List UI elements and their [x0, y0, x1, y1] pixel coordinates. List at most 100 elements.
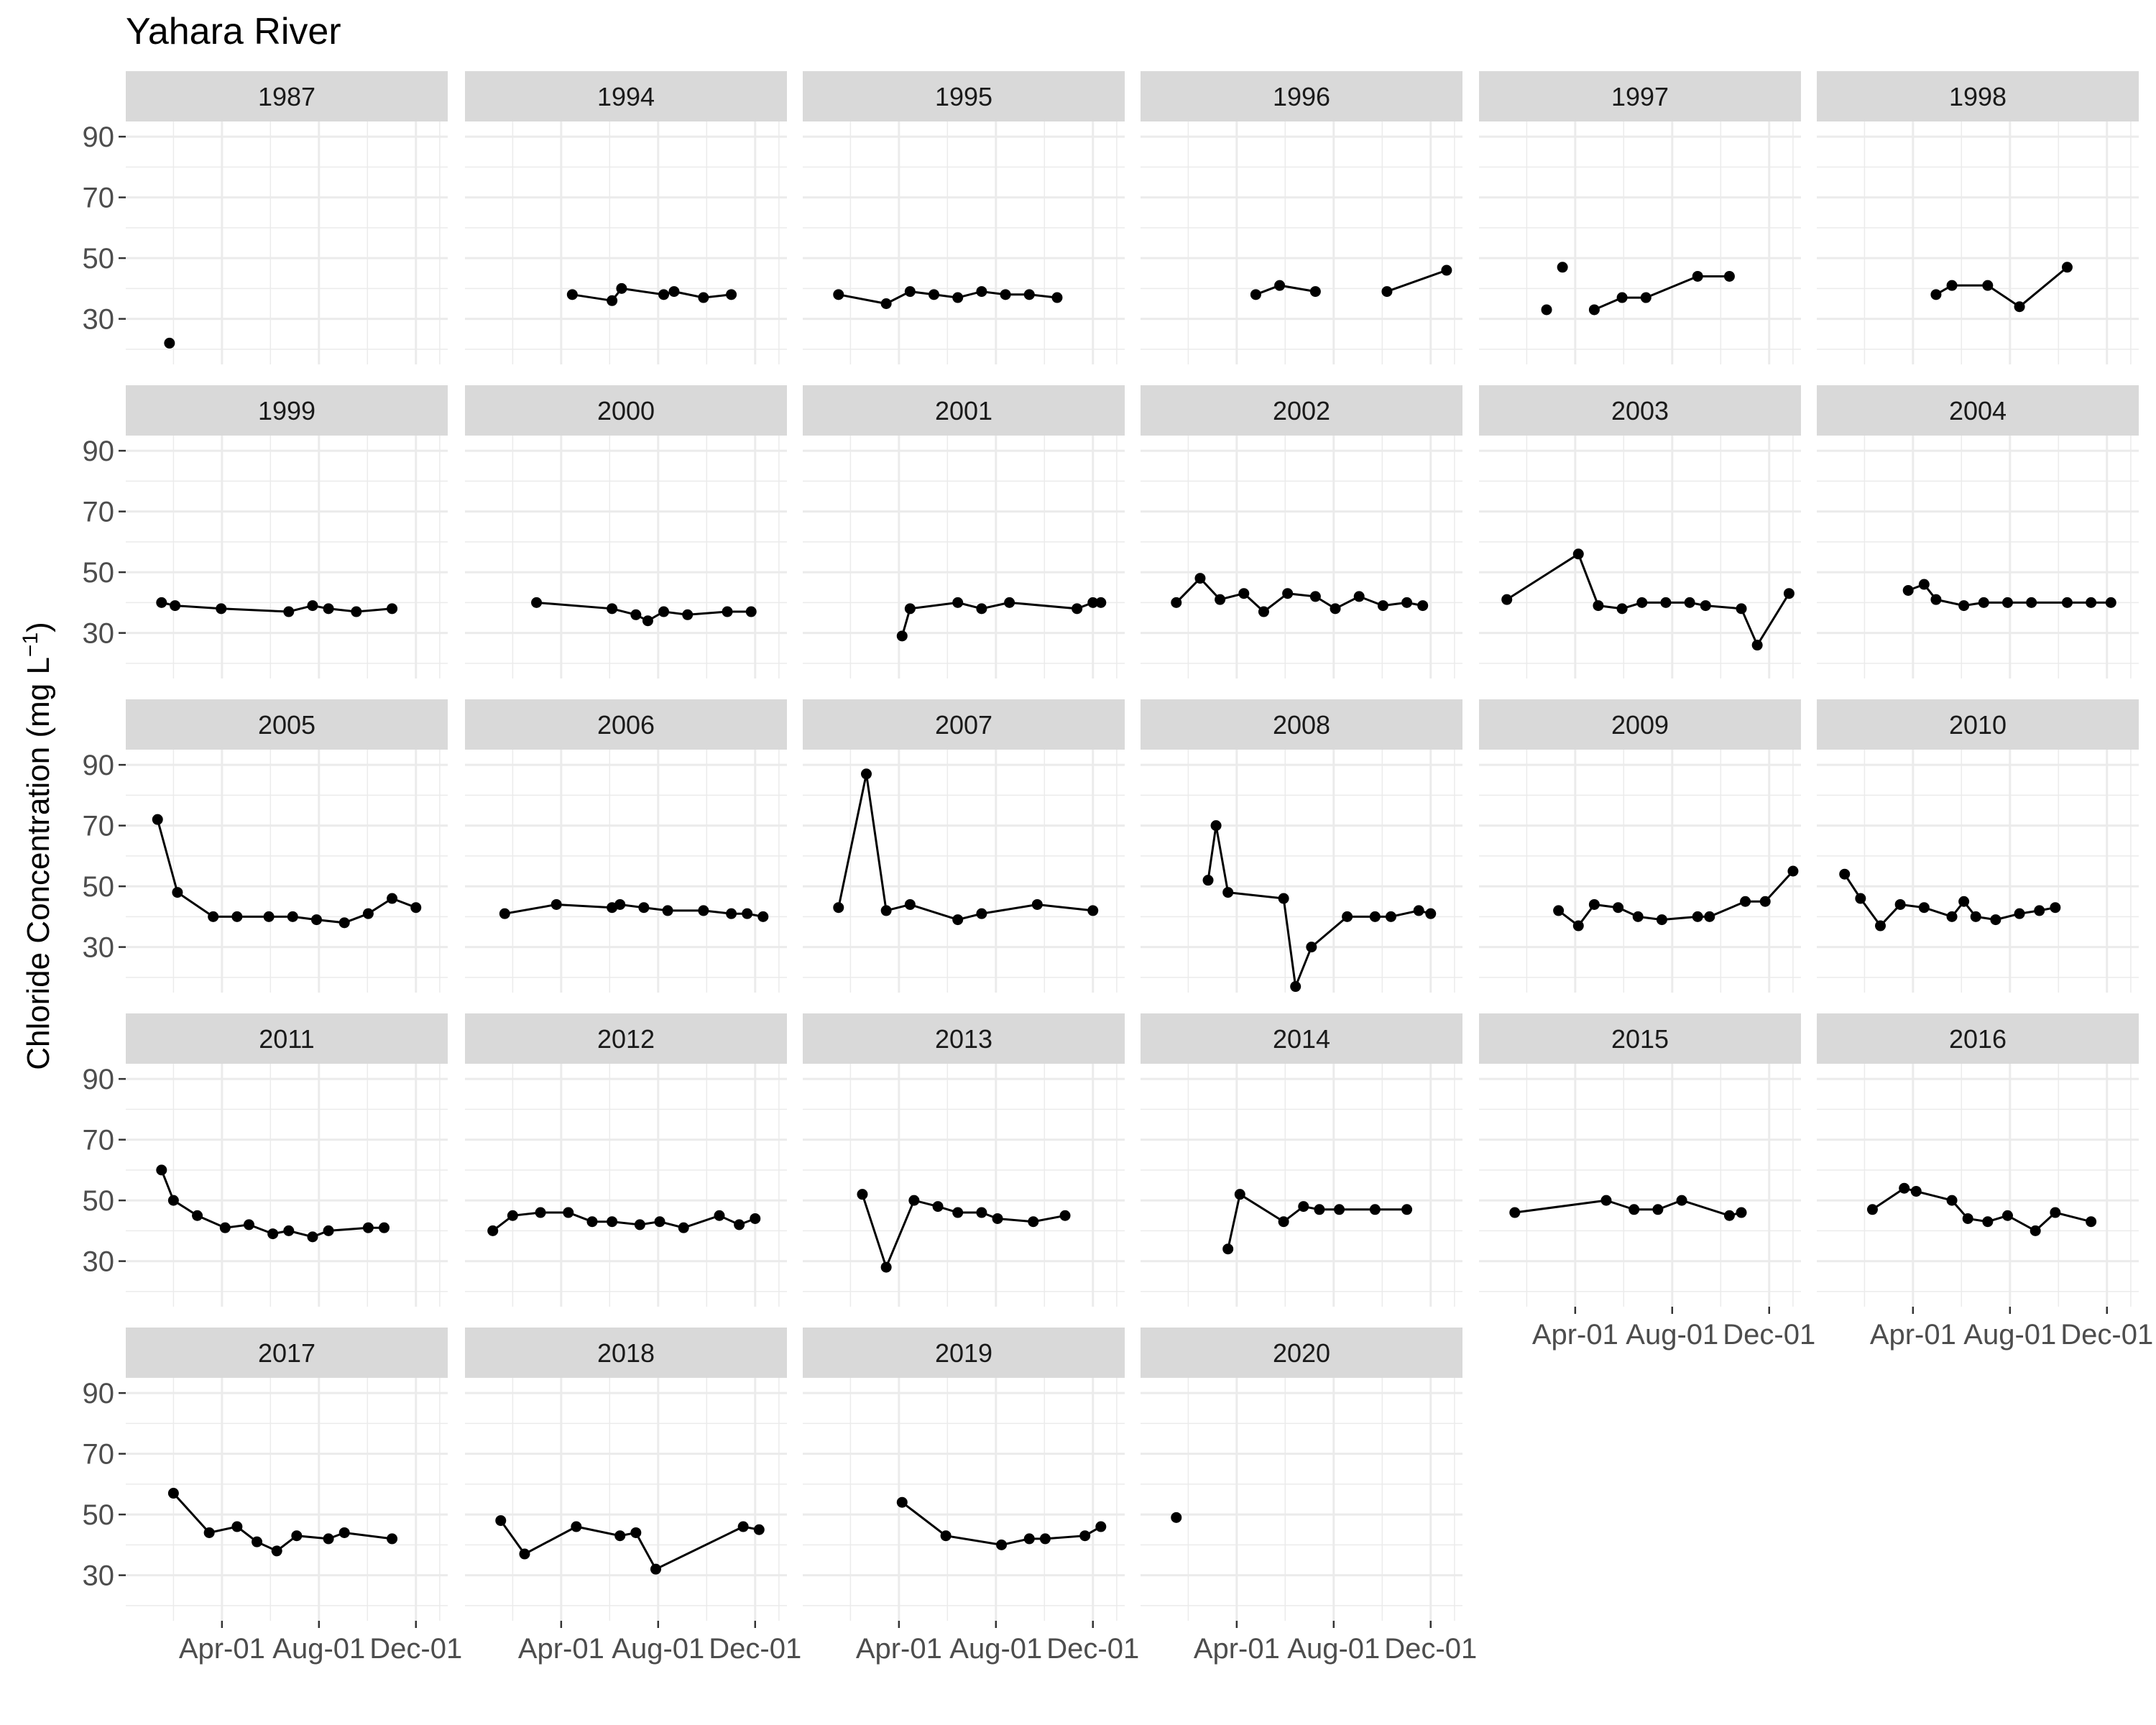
data-point: [904, 286, 916, 298]
data-point: [607, 295, 618, 306]
panel-grid: [1141, 750, 1462, 993]
data-point: [167, 1195, 179, 1206]
series-line: [1386, 269, 1447, 293]
data-point: [726, 908, 737, 919]
data-point: [1171, 1512, 1182, 1523]
y-tick-label: 50: [83, 871, 115, 903]
facet-panel-2000: 2000: [465, 385, 787, 678]
data-point: [310, 914, 322, 926]
data-point: [742, 908, 753, 919]
data-point: [387, 603, 398, 615]
data-point: [2001, 597, 2013, 608]
data-point: [1636, 597, 1648, 608]
panel-grid: [803, 750, 1125, 993]
data-point: [668, 286, 680, 298]
data-point: [1918, 579, 1930, 590]
data-point: [1588, 304, 1600, 316]
data-point: [252, 1536, 263, 1547]
series-line: [837, 773, 1093, 921]
data-point: [1059, 1210, 1071, 1221]
facet-strip-label: 1994: [597, 82, 655, 111]
data-point: [1215, 594, 1226, 605]
data-point: [1723, 1210, 1735, 1221]
data-point: [1759, 896, 1771, 907]
data-point: [323, 1225, 334, 1236]
data-point: [287, 911, 298, 922]
data-point: [678, 1222, 689, 1233]
facet-strip-label: 1987: [258, 82, 315, 111]
y-axis-label-close: ): [21, 622, 56, 632]
facet-panel-1987: 1987: [126, 71, 448, 364]
data-point: [507, 1210, 518, 1221]
data-point: [750, 1213, 761, 1224]
panel-grid: [465, 436, 787, 678]
facet-strip-label: 2015: [1611, 1024, 1669, 1054]
facet-panel-2004: 2004: [1817, 385, 2139, 678]
data-point: [833, 289, 844, 300]
facet-strip-label: 2017: [258, 1338, 315, 1368]
x-tick-label: Aug-01: [272, 1633, 365, 1665]
facet-panel-2005: 2005: [126, 699, 448, 993]
data-point: [1369, 1204, 1381, 1215]
data-point: [152, 814, 163, 825]
data-point: [2086, 1216, 2097, 1228]
data-point: [1899, 1182, 1910, 1194]
y-tick-label: 30: [83, 932, 115, 964]
data-point: [1250, 289, 1261, 300]
data-point: [495, 1515, 507, 1527]
data-point: [698, 905, 709, 916]
facet-strip: [1817, 699, 2139, 750]
data-point: [1736, 603, 1747, 615]
data-point: [1656, 914, 1667, 926]
data-point: [1962, 1213, 1973, 1224]
data-point: [880, 298, 892, 309]
data-point: [1234, 1189, 1245, 1200]
data-point: [566, 289, 578, 300]
data-point: [976, 286, 987, 298]
panel-grid: [1141, 121, 1462, 364]
x-tick-label: Apr-01: [1870, 1319, 1956, 1351]
data-point: [1541, 304, 1552, 316]
data-point: [1704, 911, 1715, 922]
data-point: [1736, 1207, 1747, 1218]
data-point: [1413, 905, 1424, 916]
panel-grid: [803, 436, 1125, 678]
series-line: [1506, 552, 1790, 648]
panel-grid: [803, 121, 1125, 364]
data-point: [267, 1228, 279, 1240]
series-line: [1907, 583, 2111, 607]
x-tick-label: Dec-01: [1384, 1633, 1477, 1665]
data-point: [1553, 905, 1565, 916]
data-point: [1401, 1204, 1413, 1215]
y-tick-label: 70: [83, 811, 115, 842]
data-point: [952, 914, 964, 926]
facet-panel-2010: 2010: [1817, 699, 2139, 993]
facet-strip: [126, 71, 448, 121]
data-point: [1723, 270, 1735, 282]
data-point: [2050, 1207, 2061, 1218]
data-point: [904, 603, 916, 615]
data-point: [1684, 597, 1695, 608]
series-line: [1514, 1199, 1742, 1217]
data-point: [219, 1222, 231, 1233]
data-point: [908, 1195, 920, 1206]
data-point: [1902, 584, 1914, 596]
data-point: [563, 1207, 574, 1218]
facet-panel-2003: 2003: [1479, 385, 1801, 678]
facet-strip: [1141, 71, 1462, 121]
panel-grid: [1479, 436, 1801, 678]
data-point: [1290, 981, 1302, 993]
data-point: [1990, 914, 2001, 926]
facet-strip-label: 2018: [597, 1338, 655, 1368]
data-point: [658, 289, 670, 300]
panels-layer: 1987 1994 1995 1996 1997 1998 1999 2000 2001 2002…: [126, 71, 2139, 1621]
data-point: [1353, 591, 1365, 602]
data-point: [586, 1216, 598, 1228]
y-tick-label: 70: [83, 1125, 115, 1156]
data-point: [1652, 1204, 1664, 1215]
panel-grid: [465, 750, 787, 993]
data-point: [338, 1527, 350, 1538]
data-point: [231, 1521, 243, 1532]
data-point: [662, 905, 673, 916]
data-point: [2034, 905, 2045, 916]
